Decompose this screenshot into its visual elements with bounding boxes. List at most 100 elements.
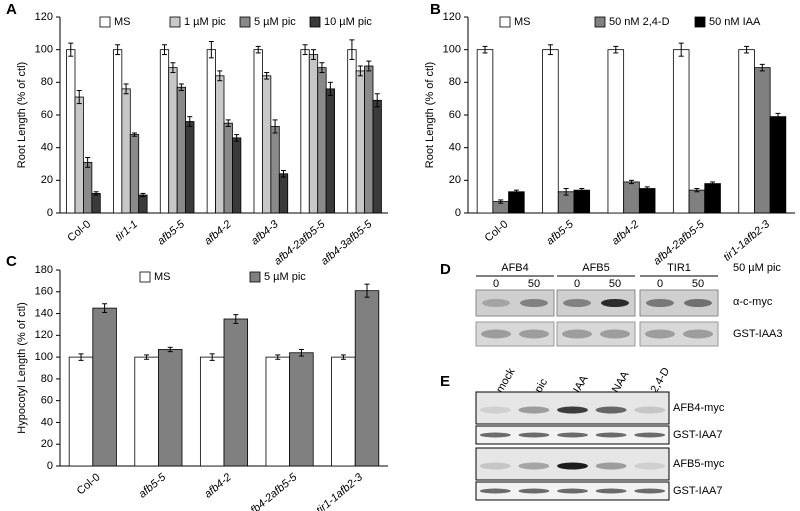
bar — [769, 116, 787, 214]
row-label: GST-IAA7 — [673, 429, 723, 441]
bar — [74, 96, 84, 214]
x-tick-label: afb4-2 — [202, 471, 234, 500]
blot-band — [482, 299, 510, 307]
bar — [159, 49, 170, 214]
x-tick-label: afb5-5 — [137, 471, 169, 501]
bar — [66, 49, 76, 214]
panel-label: D — [440, 261, 451, 278]
row-label: AFB4-myc — [673, 402, 725, 414]
bar — [168, 67, 178, 214]
legend-swatch — [309, 16, 321, 28]
lane-label: NAA — [610, 369, 632, 395]
y-tick-label: 100 — [443, 44, 461, 56]
error-bar — [694, 188, 700, 193]
y-tick-label: 20 — [449, 174, 461, 186]
bar — [638, 188, 656, 214]
bar — [289, 352, 314, 467]
error-bar — [208, 41, 214, 59]
bar — [253, 49, 263, 214]
bar — [308, 54, 319, 214]
y-axis-label: Hypocotyl Length (% of ctl) — [16, 302, 28, 433]
y-tick-label: 100 — [35, 44, 53, 56]
blot-band — [518, 462, 550, 470]
error-bar — [225, 119, 231, 127]
y-tick-label: 0 — [455, 207, 461, 219]
bar — [300, 49, 310, 214]
x-tick-label: Col-0 — [65, 218, 93, 244]
legend-label: 10 µM pic — [324, 16, 372, 28]
y-tick-label: 0 — [47, 460, 53, 472]
row-label: GST-IAA3 — [733, 328, 783, 340]
error-bar — [759, 63, 765, 72]
blot-band — [479, 406, 511, 414]
y-axis-label: Root Length (% of ctl) — [16, 62, 28, 168]
bar — [223, 122, 233, 214]
error-bar — [140, 192, 146, 198]
error-bar — [644, 186, 650, 191]
error-bar — [255, 45, 261, 54]
blot-band — [683, 329, 713, 339]
legend-label: 50 nM 2,4-D — [609, 16, 670, 28]
bar — [607, 49, 625, 214]
y-tick-label: 40 — [41, 416, 53, 428]
blot-band — [557, 462, 588, 470]
legend-label: MS — [154, 271, 171, 283]
bar — [199, 356, 225, 467]
blot-band — [557, 432, 588, 438]
error-bar — [132, 132, 138, 137]
error-bar — [123, 83, 129, 95]
blot-band — [518, 488, 550, 494]
error-bar — [349, 39, 355, 60]
lane-label: 2,4-D — [648, 366, 672, 395]
y-tick-label: 80 — [449, 76, 461, 88]
y-tick-label: 180 — [35, 264, 53, 276]
bar — [157, 349, 183, 467]
error-bar — [629, 179, 634, 185]
y-tick-label: 120 — [443, 11, 461, 23]
error-bar — [233, 314, 239, 324]
bar — [317, 67, 327, 214]
bar — [372, 99, 382, 214]
error-bar — [775, 112, 781, 121]
error-bar — [234, 134, 240, 142]
error-bar — [93, 191, 99, 196]
blot-band — [634, 406, 666, 414]
error-bar — [482, 45, 488, 54]
error-bar — [187, 116, 193, 127]
error-bar — [302, 44, 308, 56]
error-bar — [364, 283, 370, 298]
x-tick-label: afb4-2 — [610, 218, 642, 247]
error-bar — [366, 60, 372, 72]
bar — [83, 161, 93, 214]
bar — [206, 49, 216, 214]
legend-label: 5 µM pic — [264, 271, 306, 283]
bar — [542, 49, 559, 214]
bar — [92, 307, 117, 467]
blot-band — [595, 462, 627, 470]
legend-label: 1 µM pic — [184, 16, 226, 28]
error-bar — [144, 354, 150, 360]
treatment-label: 50 µM pic — [733, 262, 781, 274]
error-bar — [85, 156, 91, 168]
error-bar — [513, 189, 519, 194]
error-bar — [275, 354, 281, 360]
bar — [223, 318, 249, 467]
blot-band — [645, 329, 675, 339]
lane-label: 0 — [493, 278, 499, 290]
x-tick-label: afb4-2afb5-5 — [244, 471, 300, 511]
error-bar — [170, 62, 176, 74]
bar — [476, 49, 494, 214]
x-tick-label: tir1-1afb2-3 — [721, 218, 772, 264]
y-tick-label: 140 — [35, 307, 53, 319]
y-tick-label: 60 — [41, 395, 53, 407]
error-bar — [272, 119, 278, 134]
y-tick-label: 20 — [41, 438, 53, 450]
error-bar — [579, 188, 585, 193]
y-tick-label: 120 — [35, 11, 53, 23]
y-tick-label: 160 — [35, 286, 53, 298]
y-tick-label: 120 — [35, 329, 53, 341]
bar — [688, 189, 706, 214]
blot-band — [634, 462, 666, 470]
y-tick-label: 40 — [41, 142, 53, 154]
blot-band — [634, 488, 666, 494]
